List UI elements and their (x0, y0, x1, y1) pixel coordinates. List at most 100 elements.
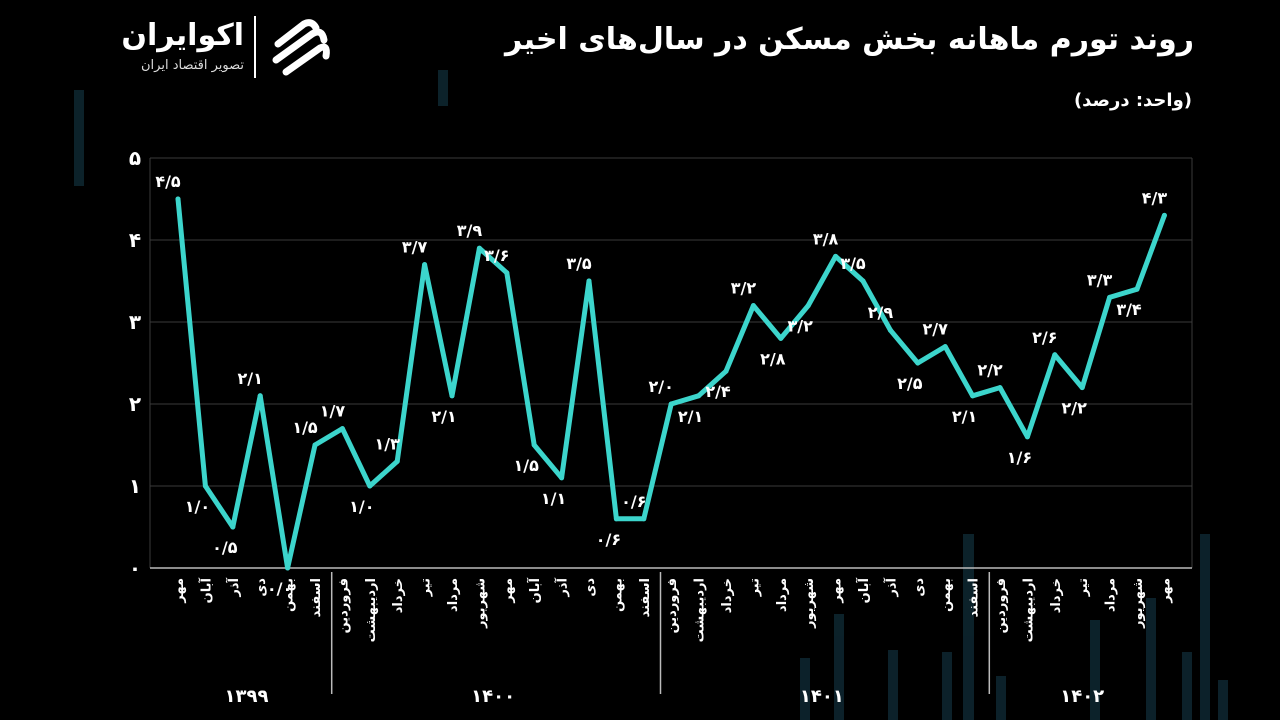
y-tick-label: ۱ (129, 474, 141, 498)
data-point (613, 516, 619, 522)
x-tick-label: مهر (172, 578, 187, 604)
data-point (860, 278, 866, 284)
x-tick-label: فروردین (336, 578, 351, 633)
x-tick-label: اسفند (967, 578, 982, 617)
x-tick-label: دی (254, 578, 269, 597)
data-point (285, 565, 291, 571)
data-point (887, 327, 893, 333)
data-point (1161, 212, 1167, 218)
x-tick-label: آذر (882, 577, 899, 597)
data-point (394, 458, 400, 464)
data-label: ۳/۷ (402, 238, 428, 257)
data-label: ۳/۵ (840, 254, 866, 273)
page-title: روند تورم ماهانه بخش مسکن در سال‌های اخی… (505, 22, 1194, 57)
data-label: ۲/۱ (678, 407, 703, 426)
brand-tagline: تصویر اقتصاد ایران (141, 58, 244, 73)
data-point (942, 344, 948, 350)
data-point (230, 524, 236, 530)
data-label: ۳/۲ (788, 317, 814, 336)
x-tick-label: خرداد (720, 578, 735, 613)
y-tick-label: ۴ (129, 228, 141, 252)
data-label: ۲/۴ (705, 382, 731, 401)
data-label: ۱/۳ (375, 434, 401, 453)
data-label: ۳/۸ (813, 229, 839, 248)
data-point (723, 368, 729, 374)
x-tick-label: دی (583, 578, 598, 597)
x-tick-label: آبان (526, 577, 543, 603)
data-point (641, 516, 647, 522)
x-tick-label: اردیبهشت (693, 578, 708, 642)
year-label: ۱۳۹۹ (225, 686, 269, 707)
year-label: ۱۴۰۱ (800, 686, 844, 707)
data-label: ۱/۵ (292, 418, 318, 437)
data-point (750, 303, 756, 309)
x-tick-label: آذر (225, 577, 242, 597)
x-tick-label: آبان (197, 577, 214, 603)
data-point (559, 475, 565, 481)
data-point (531, 442, 537, 448)
data-label: ۴/۳ (1142, 188, 1168, 207)
x-tick-label: تیر (747, 578, 762, 597)
unit-label: (واحد: درصد) (1073, 90, 1192, 111)
data-label: ۱/۰ (185, 497, 210, 516)
data-label: ۲/۸ (760, 349, 786, 368)
brand-name: اکوایران (121, 18, 244, 53)
brand-logo: اکوایران تصویر اقتصاد ایران (94, 14, 344, 84)
y-tick-label: ۳ (129, 310, 141, 334)
x-tick-label: اسفند (638, 578, 653, 617)
x-tick-label: شهریور (1131, 578, 1146, 629)
data-label: ۱/۷ (320, 402, 346, 421)
x-tick-label: فروردین (994, 578, 1009, 633)
data-label: ۱/۱ (541, 489, 566, 508)
data-label: ۱/۰ (349, 497, 374, 516)
data-label: ۱/۵ (514, 456, 540, 475)
data-label: ۳/۲ (731, 279, 757, 298)
data-point (668, 401, 674, 407)
data-point (805, 303, 811, 309)
data-label: ۰/۶ (596, 530, 621, 549)
data-label: ۲/۲ (1062, 399, 1088, 418)
x-tick-label: بهمن (282, 578, 297, 612)
data-point (1079, 385, 1085, 391)
data-point (1052, 352, 1058, 358)
x-tick-label: آذر (554, 577, 571, 597)
x-tick-label: مرداد (1104, 578, 1119, 612)
y-tick-label: ۲ (129, 392, 141, 416)
data-point (1107, 294, 1113, 300)
logo-divider (254, 16, 256, 78)
x-tick-label: مهر (501, 578, 516, 604)
x-tick-label: بهمن (610, 578, 625, 612)
data-label: ۳/۴ (1116, 300, 1142, 319)
data-label: ۰/۰ (267, 579, 292, 598)
x-tick-label: تیر (419, 578, 434, 597)
brand-mark-icon (272, 19, 330, 76)
data-label: ۲/۹ (868, 303, 894, 322)
data-point (915, 360, 921, 366)
data-point (586, 278, 592, 284)
x-tick-label: مهر (830, 578, 845, 604)
x-tick-label: خرداد (1049, 578, 1064, 613)
data-point (312, 442, 318, 448)
x-tick-label: مهر (1158, 578, 1173, 604)
x-tick-label: مرداد (775, 578, 790, 612)
data-point (970, 393, 976, 399)
data-point (449, 393, 455, 399)
x-tick-label: اسفند (309, 578, 324, 617)
data-label: ۰/۶ (621, 492, 646, 511)
data-point (257, 393, 263, 399)
x-tick-label: فروردین (665, 578, 680, 633)
data-label: ۳/۳ (1087, 270, 1113, 289)
data-point (339, 426, 345, 432)
data-point (778, 335, 784, 341)
data-point (833, 253, 839, 259)
y-tick-label: ۵ (129, 146, 141, 170)
x-tick-label: شهریور (802, 578, 817, 629)
x-tick-label: شهریور (473, 578, 488, 629)
data-point (997, 385, 1003, 391)
data-label: ۴/۵ (155, 172, 181, 191)
x-tick-label: دی (912, 578, 927, 597)
x-tick-label: آبان (855, 577, 872, 603)
data-label: ۲/۶ (1032, 328, 1057, 347)
